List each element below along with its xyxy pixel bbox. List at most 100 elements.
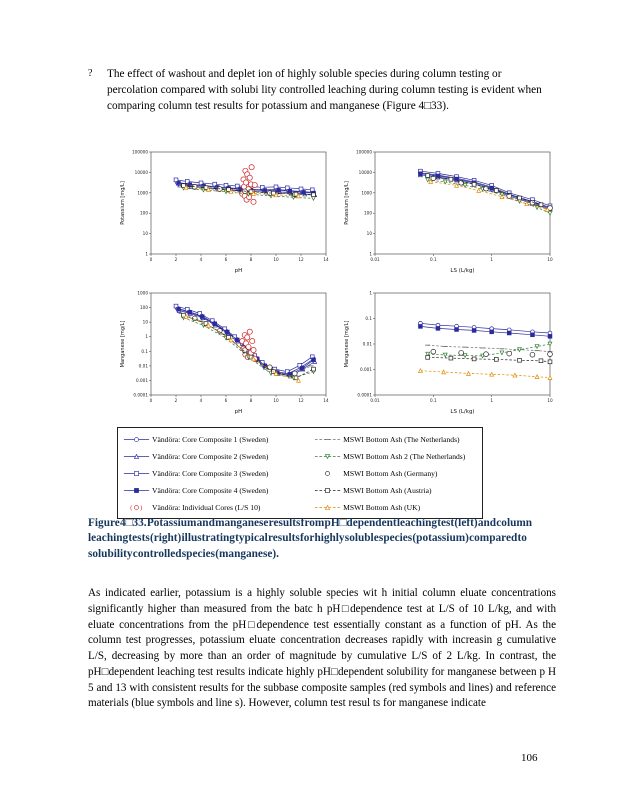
- svg-text:10: 10: [143, 320, 149, 325]
- legend-column-right: MSWI Bottom Ash (The Netherlands) MSWI Bo…: [314, 432, 477, 514]
- svg-text:100: 100: [140, 305, 148, 310]
- svg-text:14: 14: [323, 257, 329, 262]
- chart-svg: 0.0001 0.001 0.01 0.1 1 0.01 0.1 1 10 LS (L/kg) Ma…: [344, 291, 553, 416]
- legend-label: Vändöra: Individual Cores (L/S 10): [152, 502, 261, 512]
- legend-marker-icon: [315, 504, 341, 510]
- svg-text:1000: 1000: [361, 190, 372, 195]
- svg-text:0.0001: 0.0001: [133, 393, 148, 398]
- svg-text:pH: pH: [235, 268, 243, 274]
- svg-text:0.01: 0.01: [139, 363, 149, 368]
- svg-text:Potassium [mg/L]: Potassium [mg/L]: [120, 181, 126, 225]
- legend-marker-icon: (): [130, 504, 142, 511]
- svg-text:1: 1: [145, 334, 148, 339]
- intro-paragraph: The effect of washout and deplet ion of …: [107, 68, 542, 113]
- chart-potassium-vs-ph: 1 10 100 1000 10000 100000 0 2 4 6 8 10 12 14 pH Potass…: [117, 146, 332, 276]
- svg-text:Manganese [mg/L]: Manganese [mg/L]: [120, 321, 126, 368]
- figure-caption: Figure 4□33. Potassium and manganese res…: [88, 517, 533, 560]
- svg-text:10000: 10000: [359, 170, 373, 175]
- svg-text:10: 10: [143, 231, 149, 236]
- svg-text:pH: pH: [235, 409, 243, 415]
- svg-text:0.01: 0.01: [370, 257, 380, 262]
- svg-text:10: 10: [367, 231, 373, 236]
- legend-item: MSWI Bottom Ash 2 (The Netherlands): [314, 449, 477, 463]
- legend-item: MSWI Bottom Ash (Austria): [314, 483, 477, 497]
- svg-text:100: 100: [140, 211, 148, 216]
- legend-marker-icon: [123, 470, 150, 476]
- svg-text:10: 10: [547, 257, 553, 262]
- svg-text:1: 1: [369, 252, 372, 257]
- svg-text:8: 8: [250, 398, 253, 403]
- svg-text:2: 2: [175, 257, 178, 262]
- legend-label: Vändöra: Core Composite 3 (Sweden): [152, 468, 269, 478]
- svg-text:10: 10: [273, 257, 279, 262]
- svg-text:100: 100: [364, 211, 372, 216]
- legend-marker-icon: [123, 436, 150, 442]
- svg-text:0: 0: [150, 398, 153, 403]
- svg-text:LS (L/kg): LS (L/kg): [450, 409, 474, 415]
- svg-text:0.1: 0.1: [365, 316, 372, 321]
- svg-text:Potassium [mg/L]: Potassium [mg/L]: [344, 181, 350, 225]
- svg-text:0.001: 0.001: [136, 378, 148, 383]
- svg-text:100000: 100000: [356, 150, 372, 155]
- legend-label: MSWI Bottom Ash (Germany): [343, 468, 438, 478]
- chart-svg: 1 10 100 1000 10000 100000 0.01 0.1 1 10 LS (L/kg)…: [344, 150, 553, 275]
- svg-text:): ): [140, 504, 142, 511]
- chart-manganese-vs-ls: 0.0001 0.001 0.01 0.1 1 0.01 0.1 1 10 LS (L/kg) Ma…: [341, 287, 556, 417]
- legend-item: MSWI Bottom Ash (The Netherlands): [314, 432, 477, 446]
- svg-text:6: 6: [225, 398, 228, 403]
- svg-text:12: 12: [298, 257, 304, 262]
- svg-text:1: 1: [369, 291, 372, 296]
- svg-text:LS (L/kg): LS (L/kg): [450, 268, 474, 274]
- legend-item: MSWI Bottom Ash (Germany): [314, 466, 477, 480]
- intro-block: ? The effect of washout and deplet ion o…: [88, 66, 552, 114]
- legend-label: Vändöra: Core Composite 4 (Sweden): [152, 485, 269, 495]
- svg-text:8: 8: [250, 257, 253, 262]
- legend-marker-icon: [315, 438, 341, 440]
- chart-manganese-vs-ph: 0.0001 0.001 0.01 0.1 1 10 100 1000 0 2 4 6 8 10 12 14 p…: [117, 287, 332, 417]
- legend-label: Vändöra: Core Composite 2 (Sweden): [152, 451, 269, 461]
- legend-item: Vändöra: Core Composite 2 (Sweden): [123, 449, 314, 463]
- legend-item: Vändöra: Core Composite 3 (Sweden): [123, 466, 314, 480]
- legend-item: () Vändöra: Individual Cores (L/S 10): [123, 500, 314, 514]
- svg-text:12: 12: [298, 398, 304, 403]
- legend-label: MSWI Bottom Ash (The Netherlands): [343, 434, 460, 444]
- legend-item: Vändöra: Core Composite 4 (Sweden): [123, 483, 314, 497]
- svg-text:10: 10: [547, 398, 553, 403]
- chart-svg: 0.0001 0.001 0.01 0.1 1 10 100 1000 0 2 4 6 8 10 12 14 p…: [120, 291, 329, 416]
- svg-text:1000: 1000: [137, 291, 148, 296]
- svg-text:10: 10: [273, 398, 279, 403]
- svg-text:1: 1: [145, 252, 148, 257]
- svg-text:1000: 1000: [137, 190, 148, 195]
- legend-label: MSWI Bottom Ash (UK): [343, 502, 421, 512]
- svg-text:4: 4: [200, 257, 203, 262]
- legend-label: MSWI Bottom Ash 2 (The Netherlands): [343, 451, 466, 461]
- svg-text:0.1: 0.1: [430, 257, 437, 262]
- body-paragraph: As indicated earlier, potassium is a hig…: [88, 587, 556, 710]
- bullet-marker: ?: [88, 68, 93, 79]
- svg-text:4: 4: [200, 398, 203, 403]
- svg-text:10000: 10000: [135, 170, 149, 175]
- svg-text:0.001: 0.001: [360, 367, 372, 372]
- chart-potassium-vs-ls: 1 10 100 1000 10000 100000 0.01 0.1 1 10 LS (L/kg)…: [341, 146, 556, 276]
- svg-text:0: 0: [150, 257, 153, 262]
- svg-text:1: 1: [490, 257, 493, 262]
- legend-marker-icon: [123, 453, 150, 459]
- legend-column-left: Vändöra: Core Composite 1 (Sweden) Vändör…: [123, 432, 314, 514]
- svg-text:0.1: 0.1: [141, 349, 148, 354]
- svg-text:1: 1: [490, 398, 493, 403]
- svg-text:0.01: 0.01: [370, 398, 380, 403]
- legend-item: Vändöra: Core Composite 1 (Sweden): [123, 432, 314, 446]
- page-number: 106: [521, 752, 538, 764]
- svg-text:0.1: 0.1: [430, 398, 437, 403]
- legend-marker-icon: [315, 453, 341, 459]
- legend-marker-icon: [315, 487, 341, 493]
- svg-text:14: 14: [323, 398, 329, 403]
- legend-item: MSWI Bottom Ash (UK): [314, 500, 477, 514]
- figure-legend: Vändöra: Core Composite 1 (Sweden) Vändör…: [117, 427, 483, 519]
- legend-marker-icon: [325, 470, 331, 476]
- svg-text:0.01: 0.01: [363, 342, 373, 347]
- legend-label: Vändöra: Core Composite 1 (Sweden): [152, 434, 269, 444]
- svg-text:0.0001: 0.0001: [357, 393, 372, 398]
- legend-label: MSWI Bottom Ash (Austria): [343, 485, 432, 495]
